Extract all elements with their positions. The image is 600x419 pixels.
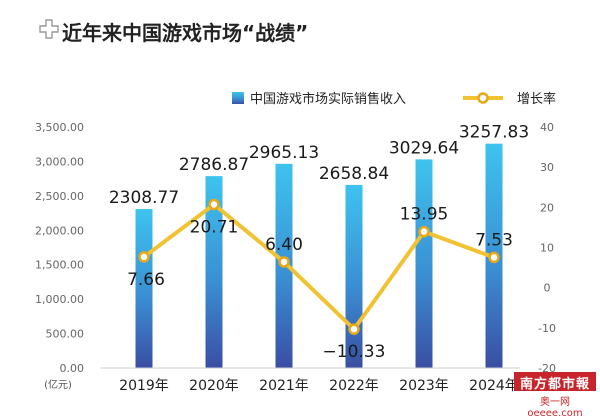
growth-point-2021 xyxy=(278,256,290,268)
chart-title: 近年来中国游戏市场“战绩” xyxy=(62,21,308,45)
bar-2022 xyxy=(345,184,363,368)
bar-value-label: 2308.77 xyxy=(109,188,179,208)
x-tick-label: 2020年 xyxy=(189,378,239,394)
legend-bar-swatch xyxy=(232,92,244,104)
growth-point-2020 xyxy=(208,198,220,211)
growth-line xyxy=(142,202,495,332)
bar-value-label: 2786.87 xyxy=(179,155,249,175)
growth-value-label: 6.40 xyxy=(265,235,303,255)
x-tick-label: 2021年 xyxy=(259,378,309,394)
growth-value-label: −10.33 xyxy=(323,342,386,362)
right-tick-label: 30 xyxy=(540,161,554,174)
growth-point-2023 xyxy=(418,225,430,238)
left-tick-label: 1,500.00 xyxy=(35,259,84,272)
legend-line-marker xyxy=(477,92,489,104)
left-tick-label: 3,500.00 xyxy=(35,121,84,134)
x-tick-label: 2024年 xyxy=(469,378,519,394)
x-tick-label: 2019年 xyxy=(119,378,169,394)
right-tick-label: -10 xyxy=(538,322,556,335)
watermark-url: 奥一网oeeee.com xyxy=(527,397,583,419)
left-tick-label: 1,000.00 xyxy=(35,293,84,306)
legend-line-label: 增长率 xyxy=(517,91,556,107)
bar-value-label: 2658.84 xyxy=(319,164,389,184)
legend: 中国游戏市场实际销售收入 增长率 xyxy=(232,91,556,107)
growth-markers xyxy=(138,198,500,335)
bar-2023 xyxy=(415,159,433,368)
growth-value-label: 7.53 xyxy=(475,230,513,250)
chart: 近年来中国游戏市场“战绩” 中国游戏市场实际销售收入 增长率 (亿元) 0.00… xyxy=(35,19,556,394)
right-tick-label: 40 xyxy=(540,121,554,134)
bar-value-label: 3029.64 xyxy=(389,138,459,158)
bar-value-label: 3257.83 xyxy=(459,123,529,143)
growth-value-label: 13.95 xyxy=(400,205,449,225)
bar-2019 xyxy=(135,209,153,368)
bar-value-label: 2965.13 xyxy=(249,143,319,163)
growth-point-2022 xyxy=(348,323,360,335)
right-tick-label: -20 xyxy=(538,362,556,375)
bar-2020 xyxy=(205,176,223,368)
left-tick-label: 3,000.00 xyxy=(35,155,84,168)
watermark-name: 南方都市報 xyxy=(519,377,590,392)
left-tick-label: 2,000.00 xyxy=(35,224,84,237)
legend-bar-label: 中国游戏市场实际销售收入 xyxy=(250,91,406,107)
left-tick-label: 500.00 xyxy=(46,328,85,341)
x-tick-label: 2022年 xyxy=(329,378,379,394)
watermark-logo xyxy=(514,372,596,391)
plus-icon xyxy=(39,19,59,39)
axis-unit-label: (亿元) xyxy=(44,378,72,391)
bar-value-labels: 2308.77 2786.87 2965.13 2658.84 3029.64 … xyxy=(109,123,529,208)
x-tick-label: 2023年 xyxy=(399,378,449,394)
left-tick-label: 2,500.00 xyxy=(35,190,84,203)
right-tick-label: 0 xyxy=(544,282,551,295)
growth-point-2024 xyxy=(488,251,500,264)
growth-point-2019 xyxy=(138,251,150,263)
left-tick-label: 0.00 xyxy=(60,362,85,375)
right-axis-ticks: -20 -10 0 10 20 30 40 xyxy=(538,121,556,375)
x-axis-labels: 2019年 2020年 2021年 2022年 2023年 2024年 xyxy=(119,378,519,394)
growth-value-label: 7.66 xyxy=(127,270,165,290)
right-tick-label: 10 xyxy=(540,242,554,255)
growth-value-labels: 7.66 20.71 6.40 −10.33 13.95 7.53 xyxy=(127,205,513,363)
left-axis-ticks: 0.00 500.00 1,000.00 1,500.00 2,000.00 2… xyxy=(35,121,84,375)
growth-value-label: 20.71 xyxy=(190,217,239,237)
right-tick-label: 20 xyxy=(540,201,554,214)
